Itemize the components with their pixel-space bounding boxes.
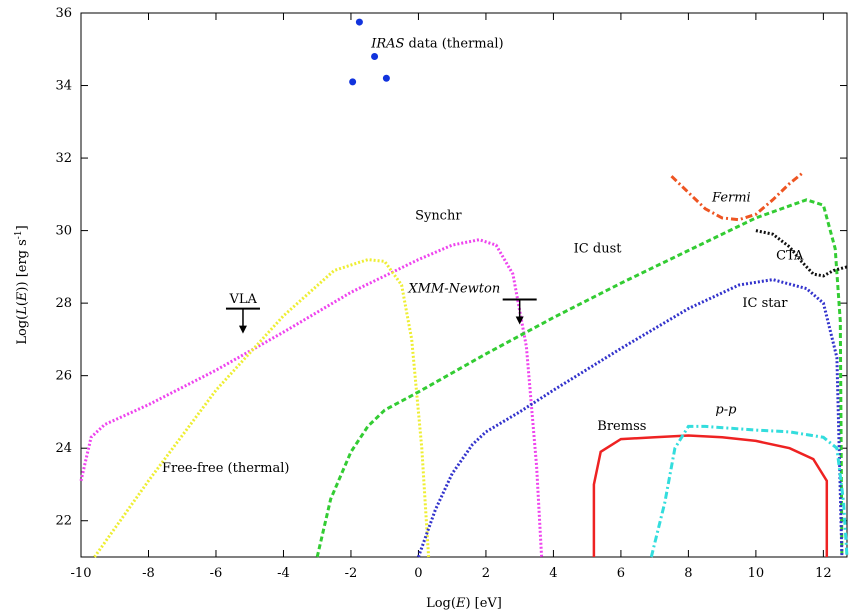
x-tick-label: 4 (549, 566, 557, 581)
y-tick-label: 36 (55, 6, 72, 21)
ic-star-label: IC star (742, 296, 788, 311)
cta-label: CTA (776, 249, 804, 264)
curves-layer (79, 171, 849, 558)
cta-curve (755, 229, 848, 278)
vla-limit-arrow (238, 325, 247, 334)
p-p-curve (649, 424, 849, 558)
x-tick-label: 0 (414, 566, 422, 581)
bremss-curve (592, 434, 829, 557)
iras-data-thermal-point (382, 74, 390, 82)
p-p-label: p-p (715, 403, 737, 418)
x-axis-title: Log(E) [eV] (426, 596, 502, 611)
y-tick-label: 32 (55, 151, 72, 166)
markers-layer (225, 18, 537, 334)
x-tick-label: 8 (684, 566, 692, 581)
y-tick-label: 22 (55, 514, 72, 529)
y-tick-label: 34 (55, 79, 72, 94)
x-tick-label: -8 (142, 566, 155, 581)
plot-frame (80, 12, 848, 558)
x-tick-label: -4 (277, 566, 290, 581)
x-tick-label: 12 (815, 566, 832, 581)
y-tick-label: 30 (55, 224, 72, 239)
y-tick-label: 26 (55, 369, 72, 384)
bremss-label: Bremss (597, 419, 646, 434)
x-tick-label: 10 (748, 566, 765, 581)
iras-data-thermal-point (349, 78, 357, 86)
x-tick-label: -6 (210, 566, 223, 581)
x-tick-label: 6 (617, 566, 625, 581)
free-free-thermal-curve (93, 258, 431, 558)
ic-star-curve (416, 278, 844, 558)
labels-layer: IRAS data (thermal) Synchr IC dust XMM-Newt… (162, 36, 804, 475)
free-free-thermal-label: Free-free (thermal) (162, 461, 289, 476)
fermi-label: Fermi (711, 191, 751, 206)
synchr-label: Synchr (415, 209, 462, 224)
y-tick-label: 28 (55, 296, 72, 311)
fermi-curve (670, 171, 805, 222)
x-tick-label: -10 (71, 566, 92, 581)
xmm-newton-label: XMM-Newton (407, 281, 500, 296)
ic-dust-curve (315, 198, 844, 558)
iras-data-thermal-point (371, 53, 379, 61)
y-tick-label: 24 (55, 441, 72, 456)
x-tick-label: 2 (482, 566, 490, 581)
y-axis-title: Log(L(E)) [erg s-1] (14, 225, 30, 344)
x-tick-label: -2 (345, 566, 358, 581)
xmm-newton-limit-arrow (515, 316, 524, 325)
iras-label: IRAS data (thermal) (370, 36, 503, 51)
iras-data-thermal-point (355, 18, 363, 26)
axes-layer: -10 -8 -6 -4 -2 0 2 4 6 8 10 122224262830323436Log(… (14, 6, 848, 611)
ic-dust-label: IC dust (574, 241, 623, 256)
vla-label: VLA (228, 292, 257, 307)
synchr-curve (79, 238, 544, 558)
